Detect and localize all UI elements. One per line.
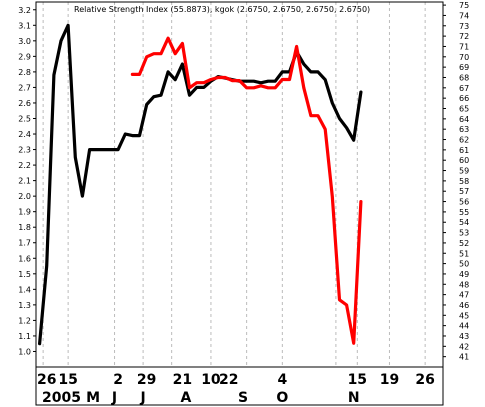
right-tick-label: 54	[459, 218, 469, 227]
right-tick-label: 49	[459, 270, 469, 279]
right-tick-label: 61	[459, 146, 469, 155]
left-tick-label: 2.6	[18, 99, 31, 108]
left-tick-label: 2.1	[18, 177, 31, 186]
x-day-label: 10	[201, 372, 221, 388]
left-tick-label: 1.4	[18, 285, 31, 294]
x-day-label: 19	[380, 372, 399, 388]
left-tick-label: 2.7	[18, 83, 31, 92]
left-tick-label: 1.1	[18, 332, 31, 341]
series-line-1	[130, 36, 363, 345]
left-tick-label: 2.9	[18, 52, 31, 61]
right-tick-label: 42	[459, 342, 469, 351]
right-tick-label: 47	[459, 291, 469, 300]
left-tick-label: 1.9	[18, 208, 31, 217]
x-day-label: 15	[348, 372, 367, 388]
right-tick-label: 46	[459, 301, 469, 310]
right-tick-label: 53	[459, 229, 469, 238]
x-month-label: M	[86, 390, 100, 406]
right-tick-label: 58	[459, 177, 469, 186]
x-day-label: 26	[37, 372, 56, 388]
left-tick-label: 1.3	[18, 301, 31, 310]
right-tick-label: 48	[459, 280, 469, 289]
x-month-label: O	[276, 390, 288, 406]
left-tick-label: 1.6	[18, 254, 31, 263]
right-tick-label: 57	[459, 187, 469, 196]
right-tick-label: 45	[459, 311, 469, 320]
right-tick-label: 73	[459, 22, 469, 31]
x-month-label: N	[348, 390, 360, 406]
left-tick-label: 2.2	[18, 161, 31, 170]
x-month-label: J	[111, 390, 117, 406]
right-tick-label: 72	[459, 32, 469, 41]
x-day-label: 4	[277, 372, 287, 388]
left-tick-label: 1.5	[18, 270, 31, 279]
right-tick-label: 59	[459, 167, 469, 176]
right-tick-label: 52	[459, 239, 469, 248]
right-tick-label: 71	[459, 42, 469, 51]
right-tick-label: 67	[459, 84, 469, 93]
right-tick-label: 60	[459, 156, 469, 165]
right-tick-label: 43	[459, 332, 469, 341]
left-tick-label: 2.4	[18, 130, 31, 139]
x-month-label: A	[181, 390, 192, 406]
left-tick-label: 3.2	[18, 6, 31, 15]
x-day-label: 2	[113, 372, 123, 388]
right-tick-label: 50	[459, 260, 469, 269]
right-tick-label: 68	[459, 73, 469, 82]
right-tick-label: 75	[459, 1, 469, 10]
left-tick-label: 1.0	[18, 347, 31, 356]
left-axis: 3.2 3.1 3.0 2.9 2.8 2.7 2.6 2.5 2.4 2.3 2.2 2.1 2.0 1…	[18, 6, 36, 356]
x-month-label: 2005	[42, 390, 81, 406]
x-month-label: S	[238, 390, 248, 406]
x-day-label: 29	[137, 372, 156, 388]
left-tick-label: 1.8	[18, 223, 31, 232]
left-tick-label: 3.0	[18, 37, 31, 46]
x-day-label: 26	[415, 372, 434, 388]
right-tick-label: 74	[459, 11, 469, 20]
left-tick-label: 2.5	[18, 114, 31, 123]
series-line-0	[37, 23, 363, 346]
right-tick-label: 70	[459, 53, 469, 62]
x-day-label: 15	[58, 372, 77, 388]
x-day-label: 22	[219, 372, 238, 388]
left-tick-label: 1.2	[18, 316, 31, 325]
right-tick-label: 51	[459, 249, 469, 258]
right-tick-label: 55	[459, 208, 469, 217]
right-tick-label: 63	[459, 125, 469, 134]
right-tick-label: 64	[459, 115, 469, 124]
right-tick-label: 69	[459, 63, 469, 72]
right-tick-label: 56	[459, 198, 469, 207]
series-lines	[37, 23, 363, 346]
right-tick-label: 62	[459, 136, 469, 145]
left-tick-label: 2.3	[18, 146, 31, 155]
right-tick-label: 65	[459, 105, 469, 114]
left-tick-label: 2.8	[18, 68, 31, 77]
x-axis-frame	[35, 366, 444, 406]
right-tick-label: 66	[459, 94, 469, 103]
left-tick-label: 2.0	[18, 192, 31, 201]
x-day-label: 21	[173, 372, 192, 388]
left-tick-label: 1.7	[18, 239, 31, 248]
left-tick-label: 3.1	[18, 21, 31, 30]
right-tick-label: 44	[459, 322, 469, 331]
right-tick-label: 41	[459, 353, 469, 362]
x-month-label: J	[139, 390, 145, 406]
chart-title: Relative Strength Index (55.8873), kgok …	[74, 5, 370, 14]
